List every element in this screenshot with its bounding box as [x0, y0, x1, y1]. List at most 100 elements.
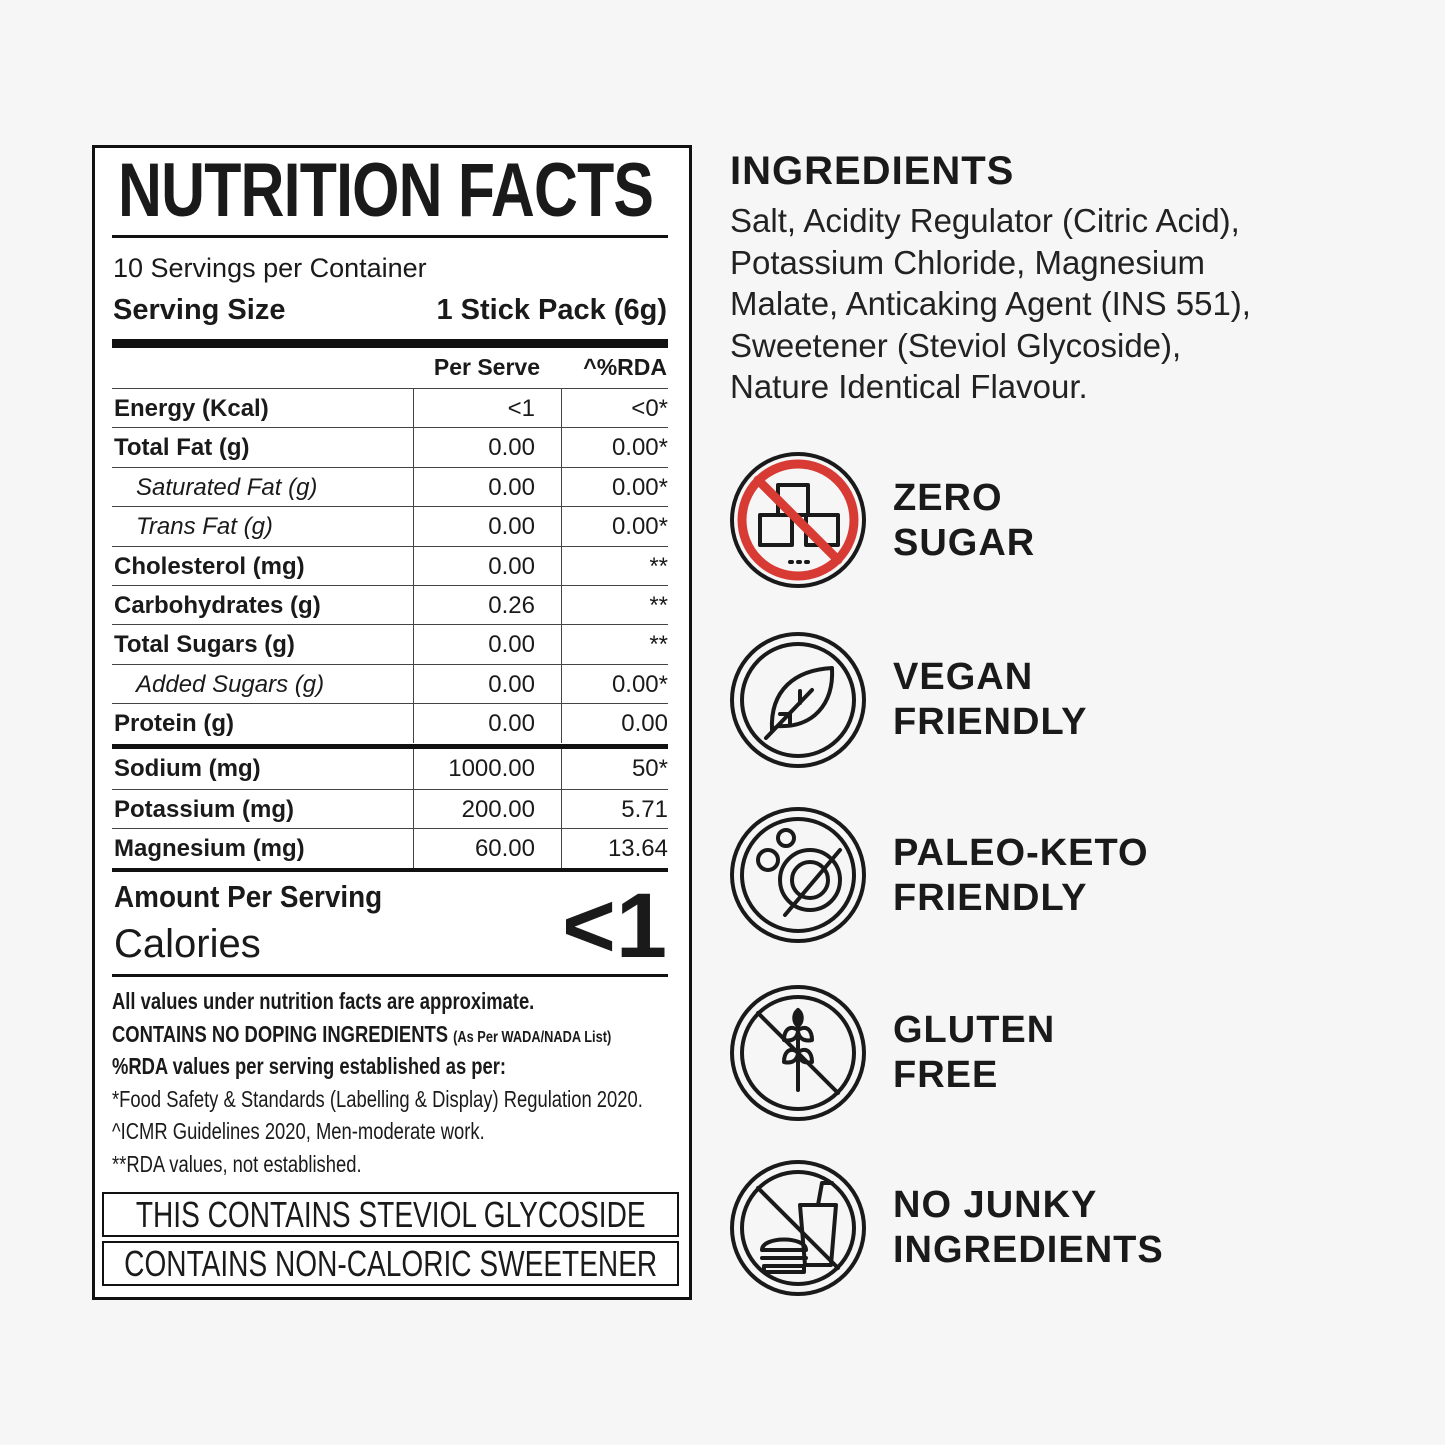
icon-slash — [753, 475, 843, 565]
per-serve: 0.00 — [413, 546, 561, 585]
icon-ring — [740, 642, 856, 758]
note: **RDA values, not established. — [112, 1150, 362, 1177]
icon-slash — [756, 1186, 840, 1270]
ingredient-line: Sweetener (Steviol Glycoside), — [730, 326, 1182, 364]
nutrient-name: Trans Fat (g) — [136, 513, 273, 541]
icon-ring — [730, 632, 866, 768]
rda: <0* — [561, 389, 668, 428]
per-serve: 60.00 — [413, 829, 561, 868]
nutrient-name: Total Sugars (g) — [114, 631, 295, 659]
note: ^ICMR Guidelines 2020, Men-moderate work… — [112, 1118, 485, 1144]
nutrient-row: Added Sugars (g) 0.00 0.00* — [112, 663, 668, 704]
icon-shape — [778, 848, 842, 912]
nutrient-name: Protein (g) — [114, 710, 234, 738]
divider-thick — [112, 339, 668, 348]
per-serve: 0.00 — [413, 428, 561, 467]
icon-shape — [798, 1181, 838, 1267]
badge-label: FREE — [893, 1054, 999, 1096]
icon-shape — [756, 848, 780, 872]
icon-shape — [760, 1237, 808, 1274]
column-header: Per Serve — [433, 354, 540, 380]
gluten-free-icon — [730, 985, 866, 1121]
nutrient-row: Sodium (mg) 1000.00 50* — [112, 749, 668, 789]
per-serve: 0.00 — [413, 625, 561, 664]
icon-shape — [782, 1008, 814, 1092]
paleo-keto-icon — [730, 807, 866, 943]
nutrient-name: Carbohydrates (g) — [114, 592, 321, 619]
nutrient-row: Magnesium (mg) 60.00 13.64 — [112, 828, 668, 868]
rda: 13.64 — [561, 829, 668, 868]
nutrient-name: Energy (Kcal) — [114, 395, 269, 422]
notes: All values under nutrition facts are app… — [112, 985, 672, 1180]
ingredient-line: Potassium Chloride, Magnesium — [730, 243, 1206, 281]
icon-shape — [790, 860, 830, 900]
zero-sugar-icon — [730, 452, 866, 588]
rda: 0.00* — [561, 467, 668, 507]
badge-label: VEGAN — [893, 656, 1034, 698]
note: All values under nutrition facts are app… — [112, 988, 535, 1014]
nutrient-name: Saturated Fat (g) — [136, 473, 318, 501]
rda: ** — [561, 625, 668, 664]
per-serve: 0.00 — [413, 704, 561, 743]
badge-label: PALEO-KETO — [893, 832, 1149, 874]
nutrient-row: Total Fat (g) 0.00 0.00* — [112, 427, 668, 467]
vegan-icon — [730, 632, 866, 768]
icon-shape — [764, 688, 814, 740]
nutrient-row: Total Sugars (g) 0.00 ** — [112, 624, 668, 664]
note: *Food Safety & Standards (Labelling & Di… — [112, 1085, 643, 1112]
nutrient-name: Added Sugars (g) — [136, 670, 325, 698]
serving-size-label: Serving Size — [113, 294, 286, 326]
nutrient-row: Saturated Fat (g) 0.00 0.00* — [112, 466, 668, 507]
badge-label: FRIENDLY — [893, 877, 1088, 919]
icon-ring — [730, 807, 866, 943]
serving-size-value: 1 Stick Pack (6g) — [436, 294, 668, 326]
nutrient-name: Total Fat (g) — [114, 434, 250, 462]
divider-thick — [112, 868, 668, 872]
nutrient-row: Cholesterol (mg) 0.00 ** — [112, 545, 668, 585]
icon-ring — [740, 1170, 856, 1286]
icon-shape — [769, 666, 835, 732]
icon-ring — [737, 459, 859, 581]
icon-ring — [740, 995, 856, 1111]
icon-ring — [730, 1160, 866, 1296]
ingredient-line: Salt, Acidity Regulator (Citric Acid), — [730, 202, 1240, 239]
column-header: ^%RDA — [583, 354, 667, 380]
nutrition-title: NUTRITION FACTS — [118, 148, 654, 233]
per-serve: 0.26 — [413, 586, 561, 625]
ingredient-line: Malate, Anticaking Agent (INS 551), — [730, 285, 1251, 322]
badge-label: GLUTEN — [893, 1009, 1056, 1051]
nutrition-panel — [92, 145, 692, 1300]
per-serve: <1 — [413, 389, 561, 428]
nutrient-row: Potassium (mg) 200.00 5.71 — [112, 788, 668, 829]
nutrient-row: Protein (g) 0.00 0.00 — [112, 703, 668, 743]
divider-thick — [112, 744, 668, 749]
warning-box: THIS CONTAINS STEVIOL GLYCOSIDE — [102, 1192, 679, 1237]
rda: 0.00 — [561, 704, 668, 743]
icon-ring — [730, 452, 866, 588]
warning-box: CONTAINS NON-CALORIC SWEETENER — [102, 1241, 679, 1286]
nutrient-row: Trans Fat (g) 0.00 0.00* — [112, 506, 668, 546]
nutrient-name: Magnesium (mg) — [114, 835, 305, 863]
icon-ring — [740, 817, 856, 933]
icon-shape — [783, 848, 842, 917]
divider — [112, 974, 668, 977]
ingredients-title: INGREDIENTS — [730, 149, 1015, 193]
note-source: (As Per WADA/NADA List) — [453, 1028, 612, 1046]
badge-label: SUGAR — [893, 522, 1036, 564]
warning: THIS CONTAINS STEVIOL GLYCOSIDE — [135, 1193, 646, 1235]
rda: ** — [561, 586, 668, 625]
divider — [112, 235, 668, 238]
nutrient-row: Energy (Kcal) <1 <0* — [112, 388, 668, 428]
ingredient-line: Nature Identical Flavour. — [730, 368, 1088, 405]
rda: 0.00* — [561, 507, 668, 546]
rda: 50* — [561, 749, 668, 789]
amount-label: Amount Per Serving — [114, 879, 383, 914]
badge-label: INGREDIENTS — [893, 1229, 1164, 1271]
icon-ring — [730, 985, 866, 1121]
per-serve: 0.00 — [413, 507, 561, 546]
note: CONTAINS NO DOPING INGREDIENTS — [112, 1020, 448, 1047]
rda: 5.71 — [561, 789, 668, 829]
